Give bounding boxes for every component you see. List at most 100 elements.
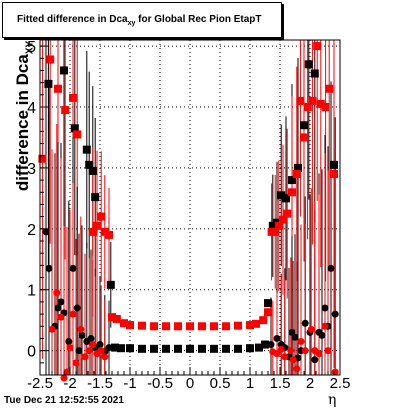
data-point-circle bbox=[89, 341, 97, 349]
data-point-square bbox=[246, 344, 254, 353]
data-point-square bbox=[210, 322, 218, 331]
data-point-circle bbox=[53, 289, 61, 297]
data-point-square bbox=[282, 194, 290, 203]
data-point-circle bbox=[72, 359, 80, 367]
axis-layer: -2.5 -2 -1.5 -1 -0.5 0 0.5 1 1.5 2 2.5 0 1 2 3 4 5 bbox=[27, 39, 350, 392]
x-tick-label: 2 bbox=[306, 375, 314, 392]
data-point-square bbox=[126, 321, 134, 330]
data-point-circle bbox=[45, 264, 53, 272]
data-point-circle bbox=[324, 347, 332, 355]
y-axis-label: difference in DcaXY bbox=[13, 16, 37, 216]
data-point-circle bbox=[311, 356, 319, 364]
data-point-circle bbox=[105, 344, 113, 352]
data-point-square bbox=[310, 69, 319, 78]
chart-title-main: Fitted difference in Dca bbox=[17, 14, 128, 25]
x-tick-label: -2.5 bbox=[27, 375, 53, 392]
data-point-square bbox=[186, 322, 194, 331]
chart-title-subscript: xy bbox=[127, 20, 136, 27]
data-point-circle bbox=[301, 347, 309, 355]
data-point-square bbox=[268, 221, 277, 230]
data-point-square bbox=[60, 66, 68, 75]
data-point-square bbox=[288, 176, 296, 185]
data-point-circle bbox=[331, 368, 339, 376]
y-tick-label: 4 bbox=[27, 100, 36, 117]
data-point-circle bbox=[63, 368, 71, 376]
data-point-square bbox=[88, 227, 97, 236]
data-point-square bbox=[105, 230, 113, 239]
data-point-square bbox=[111, 343, 119, 352]
y-tick-label: 3 bbox=[27, 161, 36, 178]
y-axis-label-main: difference in Dca bbox=[13, 54, 32, 192]
data-point-square bbox=[138, 344, 146, 353]
data-point-square bbox=[277, 191, 286, 200]
data-point-square bbox=[38, 154, 47, 163]
chart-title: Fitted difference in Dcaxy for Global Re… bbox=[17, 14, 262, 27]
data-point-square bbox=[321, 103, 330, 111]
data-point-circle bbox=[331, 310, 339, 318]
data-point-square bbox=[70, 124, 79, 133]
data-point-square bbox=[252, 319, 260, 328]
data-point-circle bbox=[85, 347, 93, 355]
data-point-circle bbox=[48, 325, 56, 333]
data-point-square bbox=[198, 322, 206, 331]
data-point-circle bbox=[57, 298, 65, 306]
data-point-square bbox=[234, 344, 242, 353]
data-point-circle bbox=[301, 319, 309, 327]
data-point-square bbox=[93, 221, 101, 230]
data-point-circle bbox=[60, 374, 68, 382]
data-point-square bbox=[288, 188, 296, 197]
marker-layer bbox=[38, 42, 339, 382]
data-point-square bbox=[234, 321, 242, 330]
data-point-square bbox=[150, 322, 158, 331]
data-point-square bbox=[138, 321, 146, 330]
y-axis-label-subscript: XY bbox=[24, 40, 36, 55]
data-point-square bbox=[97, 212, 106, 221]
data-point-square bbox=[271, 227, 280, 236]
data-point-square bbox=[54, 84, 62, 93]
data-point-circle bbox=[73, 304, 81, 312]
data-point-circle bbox=[42, 228, 50, 236]
data-point-square bbox=[174, 344, 182, 353]
data-point-square bbox=[255, 343, 263, 352]
data-point-square bbox=[150, 344, 158, 353]
data-point-square bbox=[69, 93, 77, 102]
data-point-circle bbox=[321, 304, 329, 312]
data-point-square bbox=[85, 160, 94, 169]
data-point-square bbox=[174, 322, 182, 331]
x-tick-label: 2.5 bbox=[330, 375, 351, 392]
data-point-square bbox=[120, 319, 128, 328]
x-tick-label: -1 bbox=[123, 375, 136, 392]
data-point-square bbox=[303, 103, 312, 111]
data-point-circle bbox=[69, 310, 77, 318]
data-point-square bbox=[325, 84, 334, 93]
x-tick-label: 0.5 bbox=[210, 375, 231, 392]
chart-title-rest: for Global Rec Pion EtapT bbox=[135, 14, 262, 25]
timestamp: Tue Dec 21 12:52:55 2021 bbox=[4, 395, 124, 406]
data-point-square bbox=[210, 344, 218, 353]
data-point-square bbox=[259, 316, 268, 325]
y-tick-label: 2 bbox=[27, 222, 36, 239]
data-point-square bbox=[300, 133, 308, 142]
data-point-square bbox=[296, 96, 305, 105]
data-point-circle bbox=[75, 347, 83, 355]
data-point-square bbox=[88, 166, 97, 175]
y-tick-label: 1 bbox=[27, 283, 36, 300]
data-point-square bbox=[246, 321, 254, 330]
data-point-circle bbox=[315, 350, 323, 358]
data-point-circle bbox=[97, 347, 105, 355]
data-point-circle bbox=[69, 264, 77, 272]
data-point-square bbox=[294, 163, 302, 172]
x-tick-label: -0.5 bbox=[147, 375, 173, 392]
data-point-square bbox=[304, 60, 313, 69]
data-point-circle bbox=[57, 313, 65, 321]
data-point-square bbox=[261, 340, 269, 349]
data-point-circle bbox=[307, 325, 315, 333]
data-point-square bbox=[186, 344, 194, 353]
data-point-square bbox=[100, 227, 109, 236]
data-point-circle bbox=[54, 304, 62, 312]
data-point-square bbox=[222, 344, 230, 353]
data-point-circle bbox=[273, 350, 281, 358]
x-tick-label: 1.5 bbox=[270, 375, 291, 392]
x-tick-label: 1 bbox=[246, 375, 254, 392]
x-tick-label: -2 bbox=[63, 375, 76, 392]
